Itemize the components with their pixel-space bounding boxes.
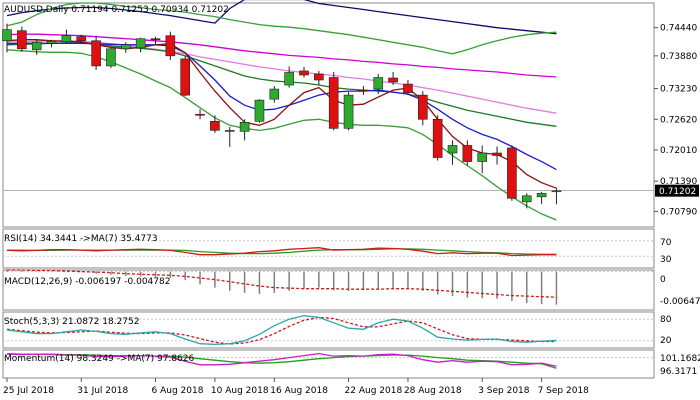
time-tick-label: 22 Aug 2018 [345, 386, 403, 396]
candle-bull [61, 35, 72, 43]
stoch-main-line [6, 314, 557, 346]
candle-bear [150, 38, 161, 41]
momentum-tick-low: 96.3171 [660, 367, 697, 377]
time-tick-label: 3 Sep 2018 [478, 386, 530, 396]
time-tick-label: 7 Sep 2018 [538, 386, 590, 396]
ma_pink-line [6, 40, 557, 114]
bollinger-line [6, 49, 557, 221]
candle-bear [76, 36, 87, 42]
price-tick-label: 0.73880 [660, 52, 697, 62]
candle-bull [343, 94, 354, 129]
candle-bear [314, 73, 324, 81]
macd-tick-low: -0.006473 [660, 297, 700, 307]
price-tick-label: 0.71390 [660, 177, 697, 187]
main-panel-label: AUDUSD,Daily 0.71194 0.71253 0.70934 0.7… [4, 5, 229, 15]
macd-label: MACD(12,26,9) -0.006197 -0.004782 [4, 277, 170, 287]
current-price-label: 0.71202 [659, 187, 696, 197]
candle-bull [224, 130, 235, 132]
candle-bear [388, 77, 398, 83]
candle-bull [2, 29, 12, 42]
ma_fast-line [6, 39, 557, 189]
candle-bull [447, 145, 458, 154]
candle-bull [46, 40, 57, 44]
rsi-label: RSI(14) 34.3441 ->MA(7) 35.4773 [4, 234, 158, 244]
candle-bear [462, 145, 473, 162]
price-tick-label: 0.72010 [660, 146, 697, 156]
candle-bear [91, 40, 101, 67]
main-price-panel: 0.74440 0.73880 0.73230 0.72620 0.72010 0.713… [2, 0, 699, 228]
time-tick-label: 10 Aug 2018 [211, 386, 269, 396]
macd-panel [2, 269, 655, 311]
candle-bear [403, 83, 413, 93]
rsi-tick-70: 70 [660, 238, 672, 248]
candle-bull [373, 77, 384, 90]
time-tick-label: 16 Aug 2018 [270, 386, 328, 396]
time-tick-label: 6 Aug 2018 [152, 386, 204, 396]
rsi-tick-30: 30 [660, 255, 672, 265]
momentum-label: Momentum(14) 98.3249 ->MA(7) 97.8626 [4, 354, 195, 364]
candle-bull [269, 88, 280, 100]
stoch-label: Stoch(5,3,3) 21.0872 18.2752 [4, 317, 139, 327]
candle-bear [299, 70, 309, 76]
current-price-box [655, 184, 699, 197]
candle-bear [417, 94, 428, 120]
momentum-panel [2, 349, 655, 379]
candle-bull [551, 190, 562, 193]
time-tick-label: 28 Aug 2018 [404, 386, 462, 396]
bollinger-line [6, 2, 557, 55]
candle-bull [239, 121, 250, 132]
candle-bull [284, 72, 294, 86]
momentum-tick-high: 101.1682 [660, 354, 700, 364]
price-tick-label: 0.74440 [660, 24, 697, 34]
candle-bull [31, 41, 42, 51]
stochastic-panel [2, 311, 655, 349]
price-tick-label: 0.70790 [660, 207, 697, 217]
stoch-tick-20: 20 [660, 336, 672, 346]
candle-bull [254, 99, 265, 122]
time-tick-label: 25 Jul 2018 [3, 386, 54, 396]
stoch-tick-80: 80 [660, 315, 672, 325]
candle-bull [477, 152, 488, 162]
macd-tick-zero: 0 [660, 275, 666, 285]
ma_navy-line [6, 0, 557, 35]
candle-bear [210, 120, 220, 131]
time-axis: 25 Jul 2018 31 Jul 2018 6 Aug 2018 10 Aug 2… [3, 378, 589, 396]
candle-bear [165, 35, 176, 57]
macd-signal-line [7, 269, 557, 298]
momentum-ma-line [6, 352, 557, 369]
rsi-line [6, 247, 557, 257]
rsi-panel [2, 228, 655, 269]
candle-bear [195, 113, 205, 116]
candle-bull [536, 192, 547, 198]
candle-bull [106, 48, 116, 67]
candle-bear [492, 152, 502, 156]
candle-bear [432, 118, 443, 158]
candle-bear [180, 58, 190, 96]
candle-bear [358, 89, 369, 92]
momentum-line [6, 352, 557, 367]
candle-bull [135, 38, 146, 49]
candle-bull [121, 44, 131, 50]
candle-bear [17, 30, 27, 50]
candle-bear [507, 147, 517, 199]
time-tick-label: 31 Jul 2018 [77, 386, 128, 396]
price-tick-label: 0.72620 [660, 115, 697, 125]
ma_magenta-line [6, 33, 557, 78]
candle-bear [328, 77, 339, 129]
price-tick-label: 0.73230 [660, 85, 697, 95]
candle-bull [521, 195, 532, 203]
